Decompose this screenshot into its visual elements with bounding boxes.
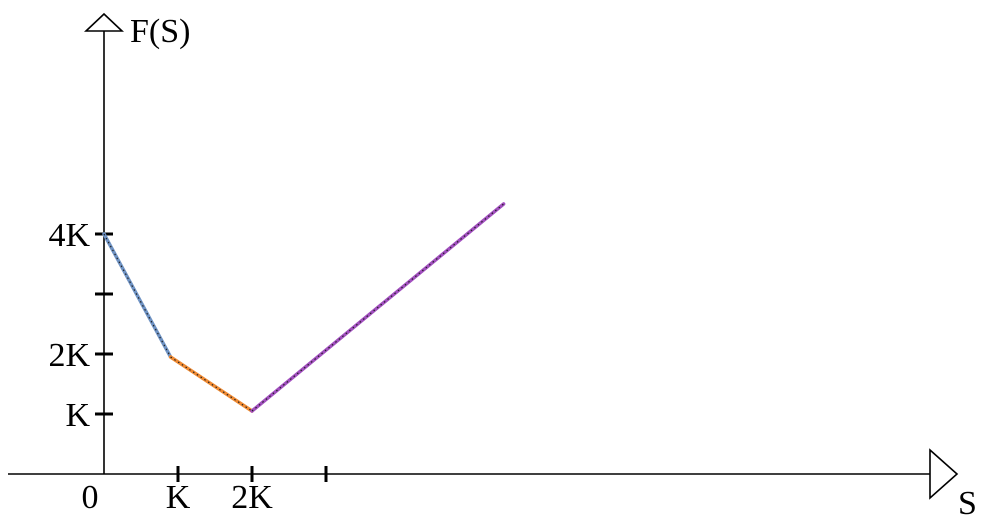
y-tick-label: 2K (48, 337, 90, 374)
series-layer (102, 202, 506, 413)
series-dotted-overlay-2 (170, 356, 253, 412)
series-line-1 (102, 232, 173, 359)
y-tick-label: 4K (48, 217, 90, 254)
series-dotted-overlay-3 (251, 203, 504, 412)
x-tick-label: K (166, 479, 191, 516)
y-axis-title: F(S) (130, 13, 190, 50)
y-tick-label: K (65, 397, 90, 434)
x-axis-arrow (929, 448, 959, 500)
ticks-layer: 0 K 2K K 2K 4K (48, 217, 328, 516)
x-tick-label: 0 (82, 479, 99, 516)
series-dotted-overlay-1 (103, 233, 172, 358)
x-axis-title: S (958, 485, 977, 516)
y-axis-arrow (83, 12, 125, 32)
x-tick-label: 2K (231, 479, 273, 516)
